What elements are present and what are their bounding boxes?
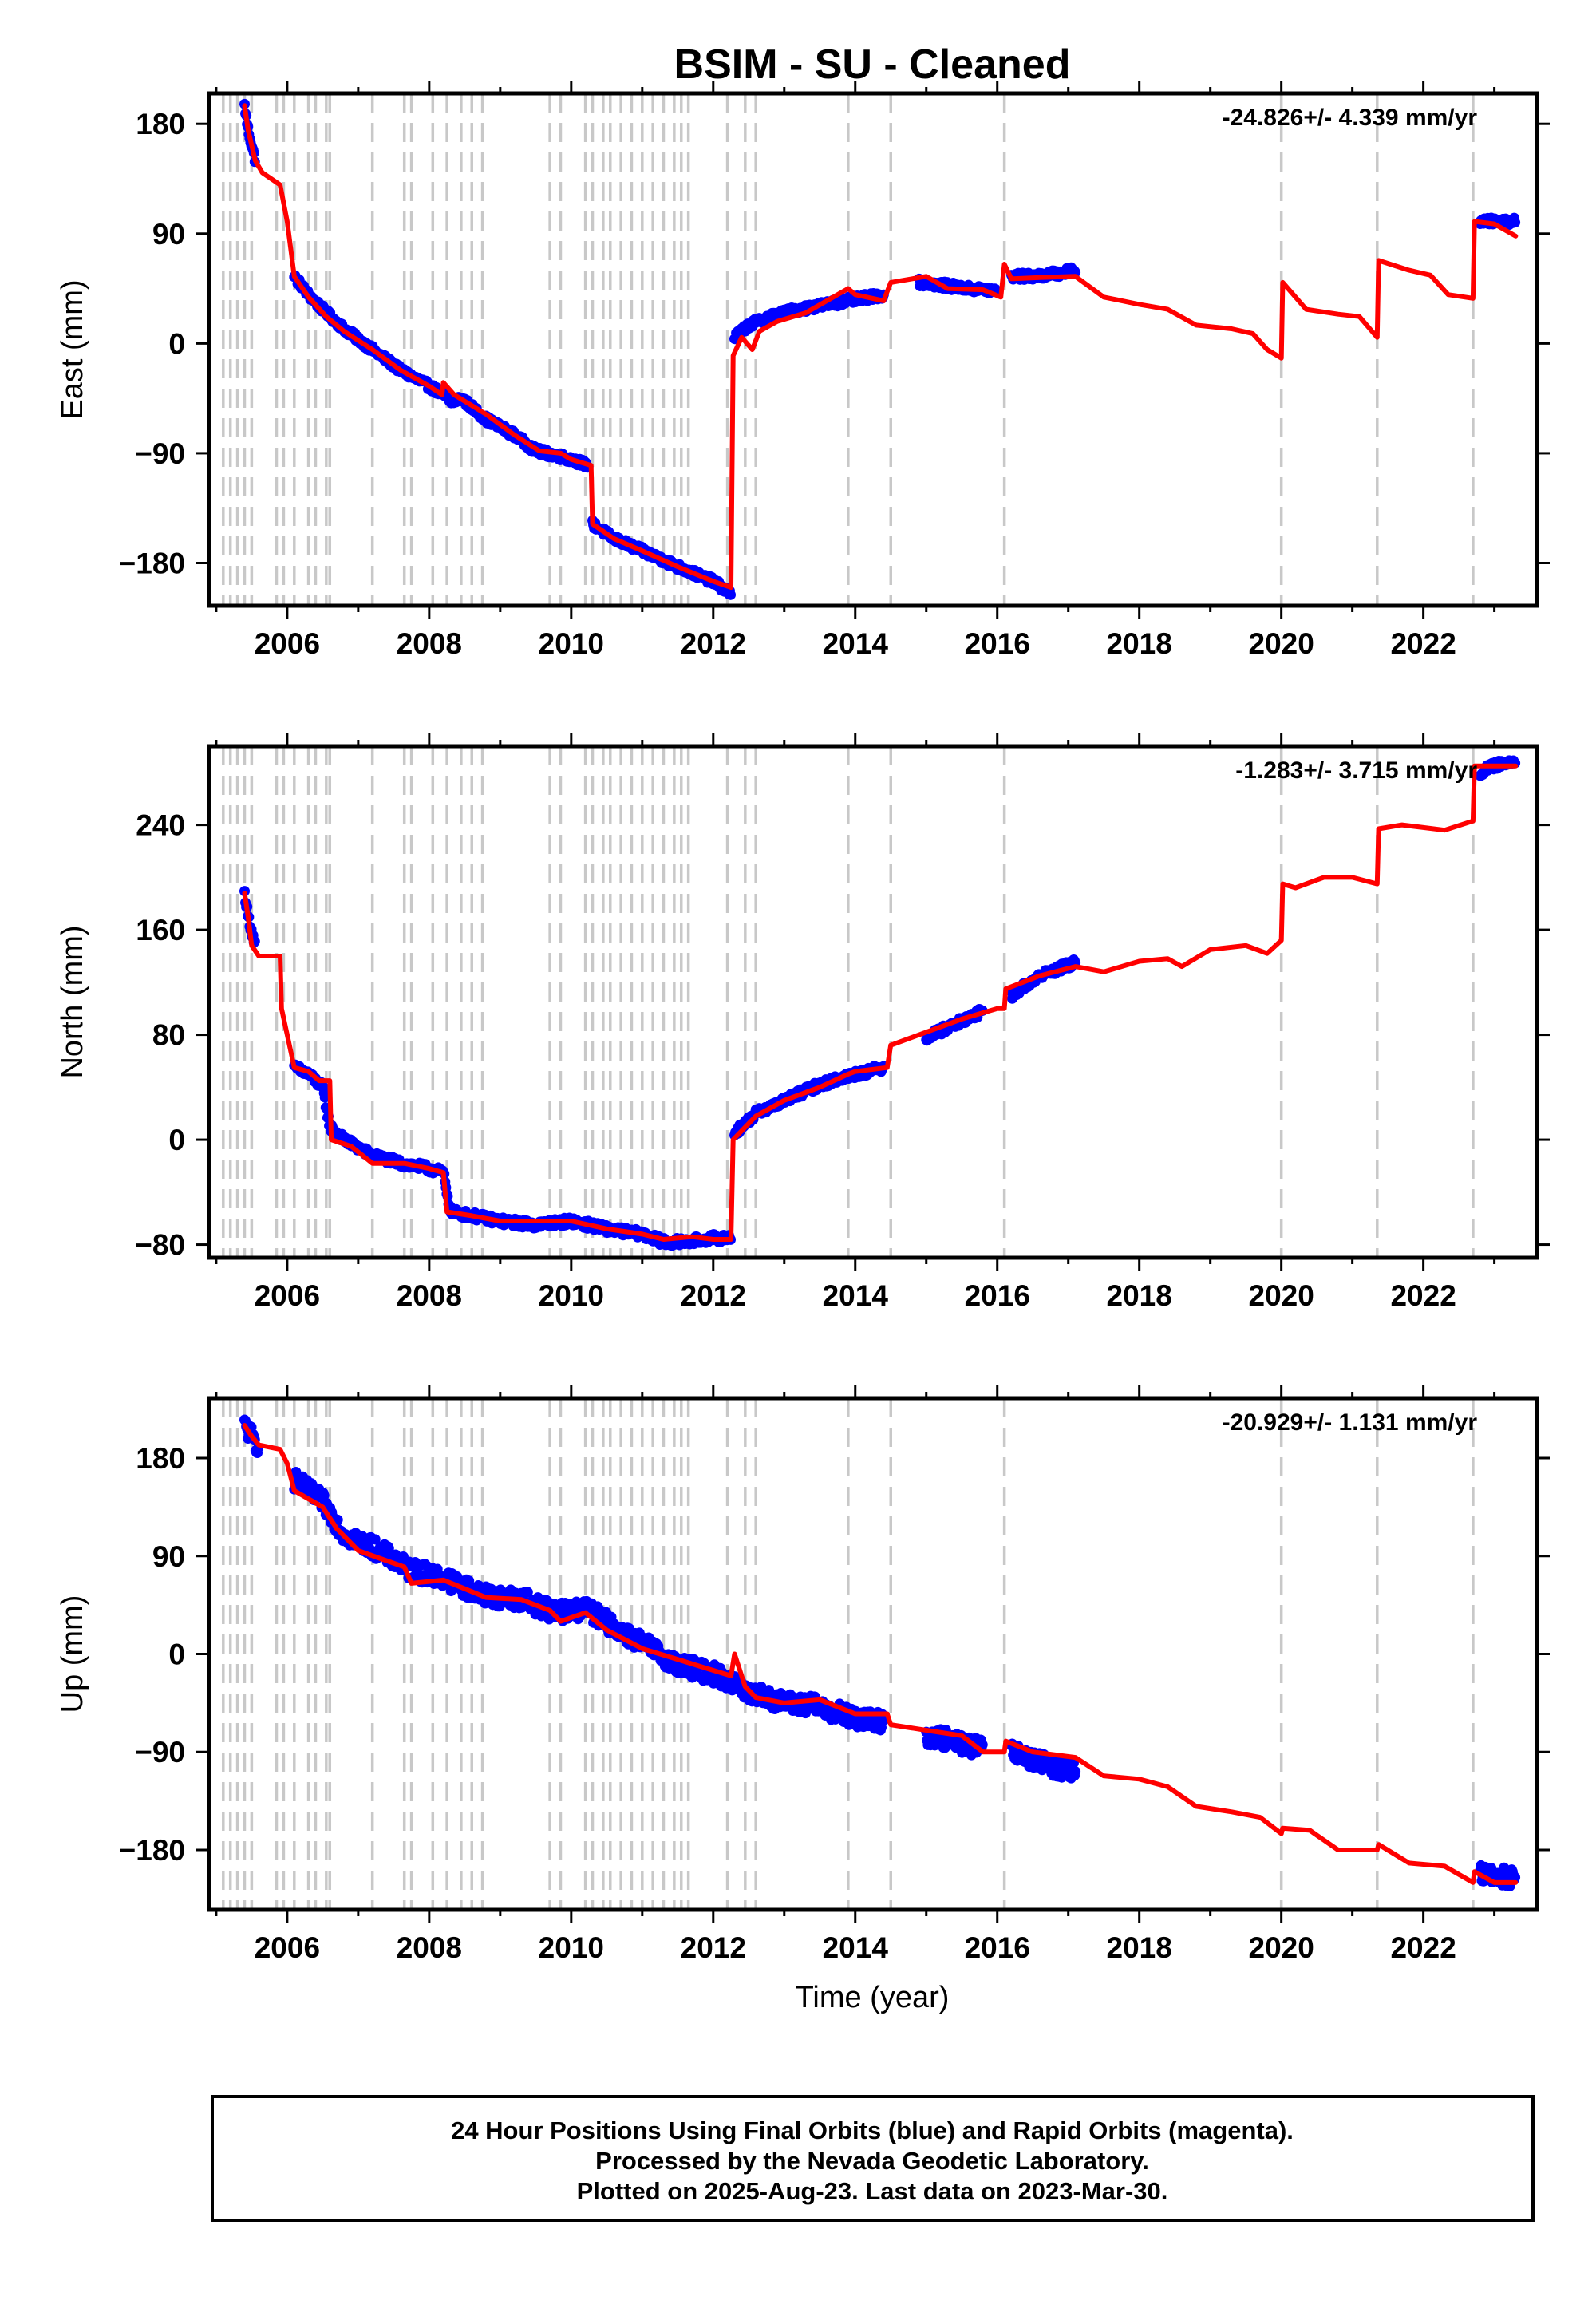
up-y-axis-label: Up (mm) xyxy=(56,1595,89,1713)
east-y-tick-label: 180 xyxy=(136,108,185,140)
east-y-tick-label: −90 xyxy=(135,437,185,470)
north-y-tick-label: 0 xyxy=(168,1124,185,1156)
east-x-tick-label: 2010 xyxy=(539,627,604,660)
east-plot-area xyxy=(222,93,1521,606)
up-x-tick-label: 2016 xyxy=(965,1931,1030,1964)
up-y-tick-label: −90 xyxy=(135,1736,185,1769)
east-x-tick-label: 2014 xyxy=(823,627,889,660)
up-axes-frame xyxy=(207,1396,1539,1912)
footer-line-2: Processed by the Nevada Geodetic Laborat… xyxy=(595,2147,1149,2175)
east-observation-segment xyxy=(1006,262,1081,285)
x-axis-label: Time (year) xyxy=(796,1981,950,2014)
up-plot-area xyxy=(222,1398,1521,1910)
north-x-tick-label: 2008 xyxy=(397,1279,462,1312)
north-model-line xyxy=(242,763,1519,1242)
north-observation-segment xyxy=(921,1003,988,1046)
north-y-tick-label: 80 xyxy=(152,1019,185,1052)
footer-border xyxy=(211,2095,1535,2222)
up-y-tick-label: −180 xyxy=(119,1834,185,1867)
north-rate-annotation: -1.283+/- 3.715 mm/yr xyxy=(1235,757,1477,784)
east-x-tick-label: 2008 xyxy=(397,627,462,660)
north-x-tick-label: 2010 xyxy=(539,1279,604,1312)
north-x-tick-label: 2020 xyxy=(1249,1279,1314,1312)
east-x-tick-label: 2012 xyxy=(681,627,746,660)
north-x-tick-label: 2016 xyxy=(965,1279,1030,1312)
up-observation-point xyxy=(1070,1766,1081,1777)
up-observation-point xyxy=(522,1587,533,1598)
north-y-tick-label: 240 xyxy=(136,809,185,842)
east-x-tick-label: 2016 xyxy=(965,627,1030,660)
east-x-tick-label: 2006 xyxy=(255,627,320,660)
east-x-tick-label: 2020 xyxy=(1249,627,1314,660)
north-x-tick-label: 2006 xyxy=(255,1279,320,1312)
up-model-line xyxy=(242,1423,1519,1885)
east-y-tick-label: 90 xyxy=(152,218,185,251)
east-axes-frame xyxy=(207,91,1539,608)
up-x-tick-label: 2010 xyxy=(539,1931,604,1964)
east-rate-annotation: -24.826+/- 4.339 mm/yr xyxy=(1223,105,1478,131)
east-observation-point xyxy=(1510,217,1521,228)
up-x-tick-label: 2012 xyxy=(681,1931,746,1964)
north-x-tick-label: 2018 xyxy=(1107,1279,1172,1312)
up-observation-point xyxy=(383,1543,394,1554)
north-observation-segment xyxy=(1006,954,1081,1004)
up-x-tick-label: 2006 xyxy=(255,1931,320,1964)
east-y-tick-label: 0 xyxy=(168,327,185,360)
north-y-axis-label: North (mm) xyxy=(56,925,89,1078)
north-x-tick-label: 2022 xyxy=(1390,1279,1456,1312)
up-observation-segment xyxy=(289,1466,889,1736)
north-observation-segment xyxy=(729,1061,889,1141)
up-rate-annotation: -20.929+/- 1.131 mm/yr xyxy=(1223,1409,1478,1436)
up-y-tick-label: 90 xyxy=(152,1540,185,1573)
east-y-axis-label: East (mm) xyxy=(56,279,89,419)
north-observation-point xyxy=(319,1092,330,1103)
panel-north: 2006 2008 2010 2012 2014 2016 2018 2020 2022 240 1… xyxy=(56,733,1550,1312)
up-observation-point xyxy=(1510,1871,1521,1883)
east-model-line xyxy=(242,103,1519,591)
east-observation-segment xyxy=(289,270,594,473)
north-plot-area xyxy=(222,746,1521,1258)
up-x-tick-label: 2020 xyxy=(1249,1931,1314,1964)
north-axes-frame xyxy=(207,744,1539,1260)
up-x-tick-label: 2022 xyxy=(1390,1931,1456,1964)
east-x-tick-label: 2018 xyxy=(1107,627,1172,660)
up-observation-point xyxy=(878,1716,889,1727)
panel-east: 2006 2008 2010 2012 2014 2016 2018 2020 2022 180 9… xyxy=(56,81,1550,660)
up-y-tick-label: 180 xyxy=(136,1442,185,1475)
north-y-tick-label: 160 xyxy=(136,914,185,947)
footer-box: 24 Hour Positions Using Final Orbits (bl… xyxy=(211,2095,1535,2222)
up-x-tick-label: 2008 xyxy=(397,1931,462,1964)
east-observation-point xyxy=(725,589,736,600)
north-x-tick-label: 2012 xyxy=(681,1279,746,1312)
east-y-tick-label: −180 xyxy=(119,547,185,580)
up-observation-point xyxy=(369,1534,381,1545)
footer-line-1: 24 Hour Positions Using Final Orbits (bl… xyxy=(451,2116,1294,2144)
north-x-tick-label: 2014 xyxy=(823,1279,889,1312)
footer-line-3: Plotted on 2025-Aug-23. Last data on 202… xyxy=(577,2177,1168,2205)
north-y-tick-label: −80 xyxy=(135,1229,185,1262)
up-x-tick-label: 2014 xyxy=(823,1931,889,1964)
chart-title: BSIM - SU - Cleaned xyxy=(674,41,1071,88)
up-y-tick-label: 0 xyxy=(168,1638,185,1671)
up-x-tick-label: 2018 xyxy=(1107,1931,1172,1964)
east-x-tick-label: 2022 xyxy=(1390,627,1456,660)
panel-up: 2006 2008 2010 2012 2014 2016 2018 2020 2022 180 9… xyxy=(56,1385,1550,1964)
